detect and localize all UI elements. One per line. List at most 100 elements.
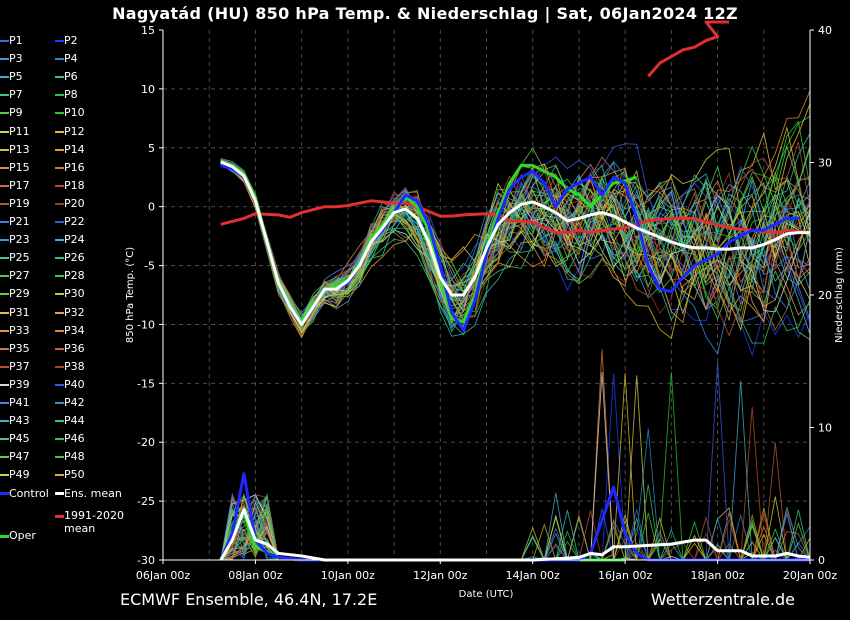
legend-label: P4 — [64, 52, 78, 66]
y2-tick-label: 40 — [818, 24, 832, 37]
legend-label: P17 — [9, 178, 30, 192]
legend-label: P42 — [64, 396, 85, 409]
legend-item: P36 — [55, 342, 85, 356]
legend-item: P26 — [55, 251, 85, 265]
y2-tick-label: 20 — [818, 289, 832, 302]
legend-item: P18 — [55, 179, 85, 193]
legend-item: P38 — [55, 360, 85, 374]
member-precip-line — [220, 512, 810, 561]
legend-label: P18 — [64, 178, 85, 192]
legend-swatch — [0, 311, 9, 314]
legend-item: Oper — [0, 529, 36, 543]
legend-swatch — [55, 202, 64, 205]
member-precip-line — [220, 511, 810, 561]
legend-label: P50 — [64, 468, 85, 482]
legend-item: 1991-2020 mean — [55, 509, 139, 535]
y-tick-label: -15 — [137, 377, 155, 390]
legend-label: P34 — [64, 323, 85, 337]
legend-item: P10 — [55, 106, 85, 120]
legend-item: P34 — [55, 324, 85, 338]
x-tick-label: 12Jan 00z — [413, 569, 467, 582]
legend-item: Ens. mean — [55, 487, 122, 501]
legend-swatch — [0, 257, 9, 260]
x-tick-label: 10Jan 00z — [321, 569, 375, 582]
legend-item: P41 — [0, 396, 30, 410]
y2-tick-label: 10 — [818, 422, 832, 435]
legend-swatch — [55, 221, 64, 223]
legend-item: P7 — [0, 88, 23, 102]
member-precip-line — [220, 513, 811, 561]
legend-swatch — [55, 58, 64, 61]
legend-label: P47 — [9, 450, 30, 464]
legend-swatch — [55, 402, 64, 404]
legend-label: P49 — [9, 468, 30, 482]
temp-series-1991-2020-mean — [220, 199, 811, 235]
legend-item: P24 — [55, 233, 85, 247]
legend-swatch — [55, 239, 64, 242]
x-tick-label: 18Jan 00z — [690, 569, 744, 582]
legend-swatch — [55, 184, 64, 187]
legend-label: P41 — [9, 396, 30, 409]
legend-item: P20 — [55, 197, 85, 211]
legend-item: P27 — [0, 269, 30, 283]
legend-label: P24 — [64, 233, 85, 247]
legend-item: P33 — [0, 324, 30, 338]
legend-label: P27 — [9, 269, 30, 283]
legend-item: P39 — [0, 378, 30, 392]
legend-label: P48 — [64, 450, 85, 464]
legend-label: P37 — [9, 359, 30, 373]
legend-swatch — [0, 275, 9, 278]
legend-swatch — [0, 76, 9, 79]
legend-item: P9 — [0, 106, 23, 120]
legend-label: P32 — [64, 305, 85, 319]
legend-label: P26 — [64, 251, 85, 265]
x-tick-label: 16Jan 00z — [598, 569, 652, 582]
y2-tick-label: 0 — [818, 554, 825, 567]
legend-swatch — [55, 365, 64, 368]
chart-title: Nagyatád (HU) 850 hPa Temp. & Niederschl… — [112, 4, 738, 23]
legend-item: P11 — [0, 125, 30, 139]
legend-item: P16 — [55, 161, 85, 175]
legend-swatch — [0, 420, 9, 423]
legend-item: P28 — [55, 269, 85, 283]
legend-swatch — [0, 94, 9, 97]
legend-label: P16 — [64, 160, 85, 174]
legend-item: P3 — [0, 52, 23, 66]
legend-swatch — [55, 94, 64, 97]
legend-label: Oper — [9, 529, 36, 542]
legend-swatch — [55, 148, 64, 151]
legend-swatch — [55, 474, 64, 477]
legend-label: P20 — [64, 196, 85, 210]
y-tick-label: -20 — [137, 436, 155, 449]
legend-swatch — [55, 347, 64, 350]
legend-label: P13 — [9, 142, 30, 156]
x-tick-label: 20Jan 00z — [783, 569, 837, 582]
legend-label: P15 — [9, 160, 30, 174]
y2-tick-label: 30 — [818, 157, 832, 170]
legend-swatch — [55, 515, 64, 518]
y-tick-label: 5 — [148, 142, 155, 155]
legend-label: P35 — [9, 341, 30, 355]
x-tick-label: 06Jan 00z — [136, 569, 190, 582]
legend-swatch — [55, 293, 64, 296]
legend-label: P30 — [64, 287, 85, 301]
legend-swatch — [0, 438, 9, 441]
legend-item: P15 — [0, 161, 30, 175]
member-temp-line — [220, 159, 811, 323]
legend-label: P44 — [64, 414, 85, 428]
legend-label: P1 — [9, 34, 23, 47]
legend-swatch — [0, 365, 9, 368]
legend-swatch — [55, 456, 64, 459]
legend-item: P40 — [55, 378, 85, 392]
member-precip-line — [220, 509, 811, 561]
legend-label: P36 — [64, 341, 85, 355]
legend-swatch — [0, 184, 9, 187]
legend-swatch — [0, 456, 9, 459]
legend-swatch — [0, 534, 9, 538]
legend-label: P40 — [64, 377, 85, 391]
legend-item: P45 — [0, 432, 30, 446]
legend-label: 1991-2020 mean — [64, 509, 124, 535]
legend-item: P44 — [55, 414, 85, 428]
ensemble-members — [220, 90, 811, 562]
